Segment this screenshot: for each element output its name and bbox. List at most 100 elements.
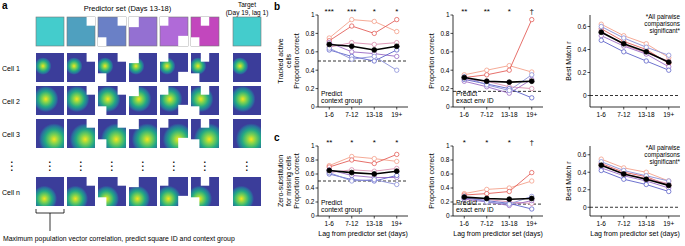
series-marker xyxy=(530,96,534,100)
series-marker xyxy=(327,168,331,172)
x-tick-label: 19+ xyxy=(391,220,402,227)
environment-icon xyxy=(36,17,64,46)
heatmap xyxy=(129,119,157,148)
series-marker xyxy=(507,189,511,193)
row-title: Tracked active xyxy=(277,38,284,83)
heatmap xyxy=(129,177,157,206)
ellipsis: ⋮ xyxy=(44,159,56,173)
series-line xyxy=(329,44,397,50)
x-tick-label: 1-6 xyxy=(325,220,335,227)
y-tick-label: 0.2 xyxy=(440,198,449,205)
x-tick xyxy=(601,216,602,219)
series-marker xyxy=(485,187,489,191)
series-line xyxy=(464,66,532,75)
x-tick xyxy=(486,216,487,219)
x-tick xyxy=(601,107,602,110)
series-marker xyxy=(485,79,489,83)
series-marker xyxy=(507,80,512,85)
series-marker xyxy=(350,179,354,183)
significance: * xyxy=(508,7,511,16)
significance: † xyxy=(530,138,534,147)
series-marker xyxy=(644,45,648,49)
y-tick-label: 1 xyxy=(446,142,450,149)
significance: *** xyxy=(325,7,334,16)
arena-notch xyxy=(191,73,199,82)
y-tick xyxy=(588,26,591,27)
series-marker xyxy=(349,44,354,49)
series-marker xyxy=(507,68,511,72)
series-marker xyxy=(372,161,376,165)
significance: * xyxy=(373,7,376,16)
series-marker xyxy=(350,17,354,21)
arena-notch xyxy=(118,17,126,26)
series-marker xyxy=(621,41,626,46)
series-marker xyxy=(395,159,399,163)
series-line xyxy=(601,32,669,62)
heatmap xyxy=(160,53,188,82)
y-tick-label: 0.8 xyxy=(305,156,314,163)
arena-notch xyxy=(160,86,168,95)
x-tick-label: 1-6 xyxy=(597,220,607,227)
y-axis-title: Best Match r xyxy=(565,41,572,81)
arena-notch xyxy=(87,86,95,95)
caption: Maximum population vector correlation, p… xyxy=(3,235,235,243)
inner-label: Predict xyxy=(321,199,342,206)
series-marker xyxy=(395,54,399,58)
arena-notch xyxy=(129,119,139,129)
arena-notch xyxy=(118,86,126,95)
series-marker xyxy=(372,42,376,46)
x-tick-label: 1-6 xyxy=(460,111,470,118)
y-tick-label: 0 xyxy=(311,212,315,219)
reference-line xyxy=(318,61,408,62)
y-axis-title: Proportion correct xyxy=(428,153,436,209)
x-tick xyxy=(351,107,352,110)
y-tick xyxy=(588,49,591,50)
series-marker xyxy=(485,73,489,77)
x-tick xyxy=(509,107,510,110)
arena-notch xyxy=(160,17,168,26)
series-marker xyxy=(372,177,376,181)
series-marker xyxy=(462,75,467,80)
y-tick xyxy=(451,146,454,147)
series-marker xyxy=(529,196,534,201)
x-tick-label: 13-18 xyxy=(366,111,383,118)
target-label: (Day 19, lag 1) xyxy=(226,9,269,17)
y-axis xyxy=(453,15,454,107)
cell-label: Cell 1 xyxy=(2,65,20,72)
significance: ** xyxy=(484,7,490,16)
arena-notch xyxy=(98,139,106,148)
x-tick xyxy=(374,216,375,219)
y-tick-label: 0.8 xyxy=(305,30,314,37)
arena-notch xyxy=(178,196,188,206)
x-tick-label: 7-12 xyxy=(617,111,630,118)
x-tick-label: 1-6 xyxy=(325,111,335,118)
series-marker xyxy=(485,68,489,72)
series-line xyxy=(329,154,397,167)
x-axis-title: Lag from predictor set (days) xyxy=(318,230,407,238)
series-line xyxy=(464,78,532,83)
arena-notch xyxy=(98,73,106,82)
x-tick xyxy=(464,216,465,219)
x-tick xyxy=(646,107,647,110)
series-marker xyxy=(644,49,649,54)
x-tick xyxy=(374,107,375,110)
figure: aPredictor set (Days 13-18)Target(Day 19… xyxy=(0,0,685,246)
cell-label: Cell 3 xyxy=(2,131,20,138)
y-tick xyxy=(316,202,319,203)
y-tick-label: 0.4 xyxy=(577,169,586,176)
arena-notch xyxy=(178,138,188,148)
series-marker xyxy=(644,177,649,182)
arena-notch xyxy=(201,177,209,186)
arena-notch xyxy=(87,177,95,186)
y-axis xyxy=(590,146,591,216)
series-marker xyxy=(599,24,603,28)
y-tick-label: 0.2 xyxy=(577,186,586,193)
ellipsis: ⋮ xyxy=(137,159,149,173)
heatmap xyxy=(191,119,219,148)
series-marker xyxy=(507,88,511,92)
y-tick xyxy=(451,174,454,175)
series-marker xyxy=(530,73,534,77)
bracket xyxy=(36,209,64,231)
significance: * xyxy=(395,7,398,16)
series-marker xyxy=(372,59,376,63)
